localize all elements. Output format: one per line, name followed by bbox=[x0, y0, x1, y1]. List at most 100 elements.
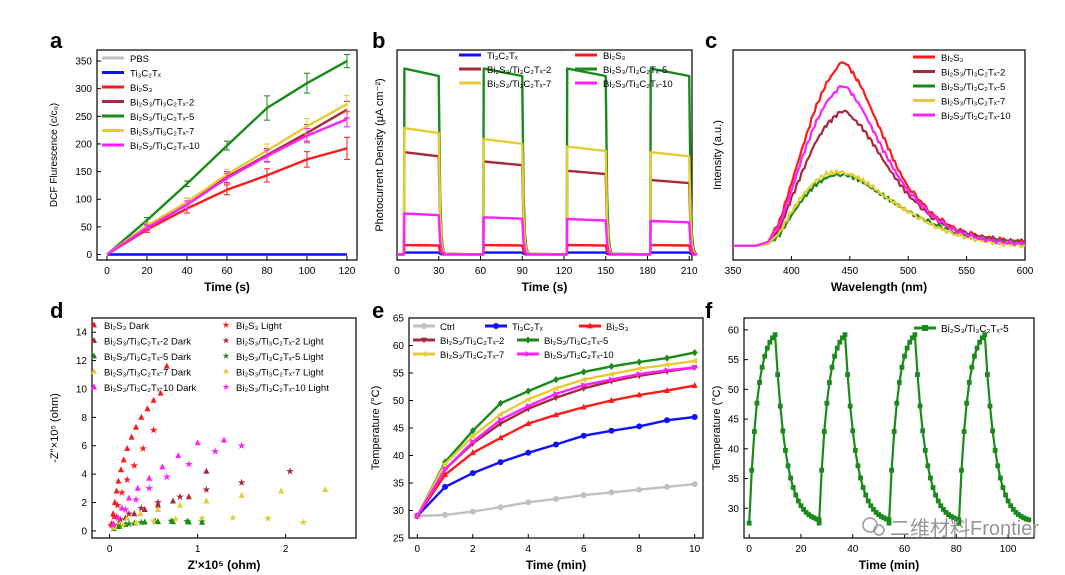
data-point bbox=[587, 322, 593, 329]
data-point bbox=[421, 323, 427, 329]
data-point bbox=[110, 510, 117, 517]
data-point bbox=[553, 390, 560, 397]
plot-frame bbox=[732, 49, 1026, 261]
data-point bbox=[663, 417, 670, 424]
data-point bbox=[553, 395, 559, 402]
data-point bbox=[847, 403, 853, 409]
data-point bbox=[154, 498, 162, 506]
data-point bbox=[636, 371, 643, 378]
panel-label: f bbox=[705, 298, 713, 323]
series bbox=[414, 364, 699, 519]
x-tick-label: 210 bbox=[681, 266, 698, 277]
data-point bbox=[995, 463, 1001, 469]
data-point bbox=[167, 516, 176, 525]
data-point bbox=[194, 439, 201, 446]
x-tick-label: 40 bbox=[181, 266, 193, 277]
data-point bbox=[278, 487, 285, 494]
y-tick-label: 55 bbox=[728, 355, 740, 366]
data-point bbox=[580, 432, 587, 439]
panel-f: 0 20 40 60 80 100 30 35 40 45 50 55 60 Time (min) Temp… bbox=[705, 298, 1035, 572]
watermark-text: 二维材料Frontier bbox=[890, 517, 1039, 540]
data-point bbox=[91, 336, 97, 343]
data-point bbox=[121, 505, 130, 513]
data-point bbox=[1008, 503, 1014, 509]
series bbox=[414, 414, 698, 519]
data-point bbox=[814, 516, 819, 522]
data-point bbox=[959, 467, 964, 473]
data-point bbox=[580, 403, 587, 410]
data-point bbox=[171, 515, 180, 523]
data-point bbox=[829, 364, 835, 370]
data-point bbox=[203, 497, 210, 504]
data-point bbox=[580, 368, 587, 376]
data-point bbox=[636, 423, 643, 430]
series bbox=[414, 382, 698, 519]
series bbox=[108, 362, 170, 527]
data-point bbox=[855, 463, 861, 469]
data-point bbox=[608, 396, 615, 403]
data-point bbox=[1016, 512, 1021, 518]
data-point bbox=[770, 335, 775, 341]
x-tick-label: 100 bbox=[1000, 544, 1017, 555]
legend-entry: Bi₂S₃/Ti₃C₂Tₓ-10 bbox=[941, 111, 1011, 122]
data-point bbox=[299, 518, 308, 526]
x-ticks: 0 2 4 6 8 10 bbox=[415, 534, 701, 555]
y-tick-label: 60 bbox=[728, 325, 740, 336]
x-tick-label: 0 bbox=[107, 544, 113, 555]
x-axis-label: Time (min) bbox=[859, 558, 919, 572]
data-point bbox=[816, 517, 822, 523]
data-point bbox=[118, 466, 125, 473]
data-point bbox=[525, 499, 532, 506]
data-point bbox=[149, 426, 158, 434]
wechat-logo-icon bbox=[862, 517, 878, 533]
data-point bbox=[663, 483, 670, 490]
data-point bbox=[948, 514, 954, 519]
y-tick-label: 45 bbox=[728, 415, 740, 426]
data-point bbox=[928, 475, 933, 481]
data-point bbox=[635, 365, 642, 372]
data-point bbox=[953, 516, 959, 522]
x-ticks: 0 30 60 90 120 150 180 210 bbox=[394, 256, 698, 277]
data-point bbox=[442, 483, 449, 490]
data-point bbox=[930, 485, 936, 490]
data-point bbox=[691, 357, 698, 364]
data-point bbox=[149, 516, 158, 525]
data-point bbox=[185, 493, 192, 500]
x-axis-label: Time (min) bbox=[526, 558, 586, 572]
data-point bbox=[145, 484, 154, 492]
y-tick-label: 14 bbox=[76, 328, 88, 339]
y-tick-label: 12 bbox=[76, 356, 88, 367]
y-tick-label: 4 bbox=[81, 470, 87, 481]
data-point bbox=[497, 459, 504, 466]
data-point bbox=[842, 332, 848, 338]
data-point bbox=[132, 519, 140, 527]
data-point bbox=[850, 428, 856, 434]
data-point bbox=[125, 494, 132, 501]
data-point bbox=[749, 467, 755, 473]
data-point bbox=[990, 428, 995, 434]
legend-entry: Bi₂S₃/Ti₃C₂Tₓ-7 bbox=[130, 127, 194, 138]
legend: PBS Ti₃C₂Tₓ Bi₂S₃ Bi₂S₃/Ti₃C₂Tₓ-2 Bi₂S₃/Ti₃C… bbox=[102, 54, 200, 152]
data-point bbox=[183, 517, 191, 525]
data-point bbox=[132, 495, 140, 503]
data-point bbox=[933, 492, 939, 498]
y-tick-label: 10 bbox=[76, 384, 88, 395]
data-point bbox=[992, 448, 998, 453]
data-point bbox=[124, 514, 131, 521]
legend-entry: Bi₂S₃/Ti₃C₂Tₓ-7 Dark bbox=[104, 368, 191, 379]
legend-entry: Bi₂S₃/Ti₃C₂Tₓ-7 bbox=[487, 79, 551, 90]
legend: Ti₃C₂Tₓ Bi₂S₃ Bi₂S₃/Ti₃C₂Tₓ-2 Bi₂S₃/Ti₃C₂Tₓ… bbox=[459, 51, 673, 90]
data-point bbox=[663, 361, 670, 368]
data-point bbox=[110, 512, 118, 521]
data-point bbox=[902, 353, 907, 359]
data-point bbox=[636, 358, 643, 366]
data-point bbox=[264, 514, 272, 522]
x-axis-label: Wavelength (nm) bbox=[831, 280, 927, 294]
data-point bbox=[793, 492, 799, 498]
legend-entry: Bi₂S₃ bbox=[941, 53, 963, 64]
data-point bbox=[767, 339, 773, 345]
data-point bbox=[222, 321, 230, 328]
x-tick-label: 600 bbox=[1017, 266, 1034, 277]
data-point bbox=[801, 506, 806, 512]
